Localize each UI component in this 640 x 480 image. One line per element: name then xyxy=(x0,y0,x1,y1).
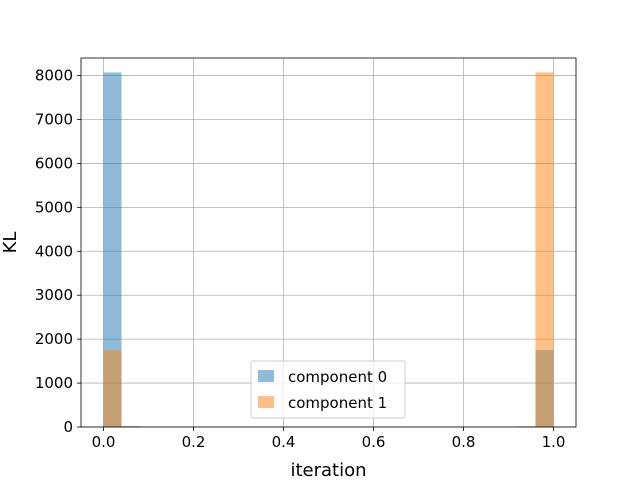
bars-layer xyxy=(103,72,554,427)
legend-swatch-component-1 xyxy=(258,396,274,408)
y-tick-label: 6000 xyxy=(35,154,73,172)
legend-label-component-0: component 0 xyxy=(288,368,387,386)
x-tick-label: 0.8 xyxy=(452,433,476,451)
y-tick-label: 3000 xyxy=(35,286,73,304)
histogram-bar-component-1 xyxy=(535,72,554,427)
x-tick-label: 1.0 xyxy=(542,433,566,451)
legend-label-component-1: component 1 xyxy=(288,394,387,412)
x-axis-label: iteration xyxy=(290,460,366,480)
y-axis-label: KL xyxy=(0,232,21,254)
y-axis-ticks: 0 1000 2000 3000 4000 5000 6000 7000 8000 xyxy=(35,67,81,436)
y-tick-label: 1000 xyxy=(35,374,73,392)
histogram-bar-component-0 xyxy=(103,72,122,427)
histogram-bar-component-1 xyxy=(517,426,536,427)
histogram-bar-component-1 xyxy=(103,350,122,427)
legend-swatch-component-0 xyxy=(258,370,274,382)
grid-lines xyxy=(81,58,576,428)
plot-frame xyxy=(80,57,577,428)
x-tick-label: 0.6 xyxy=(362,433,386,451)
y-tick-label: 4000 xyxy=(35,242,73,260)
y-tick-label: 0 xyxy=(63,418,73,436)
y-tick-label: 8000 xyxy=(35,67,73,85)
y-tick-label: 7000 xyxy=(35,111,73,129)
histogram-bar-component-0 xyxy=(121,426,140,427)
x-tick-label: 0.0 xyxy=(92,433,116,451)
x-tick-label: 0.2 xyxy=(182,433,206,451)
y-tick-label: 2000 xyxy=(35,330,73,348)
y-tick-label: 5000 xyxy=(35,198,73,216)
legend: component 0 component 1 xyxy=(250,360,406,419)
legend-box xyxy=(250,360,406,419)
x-tick-label: 0.4 xyxy=(272,433,296,451)
x-axis-ticks: 0.0 0.2 0.4 0.6 0.8 1.0 xyxy=(92,427,566,451)
